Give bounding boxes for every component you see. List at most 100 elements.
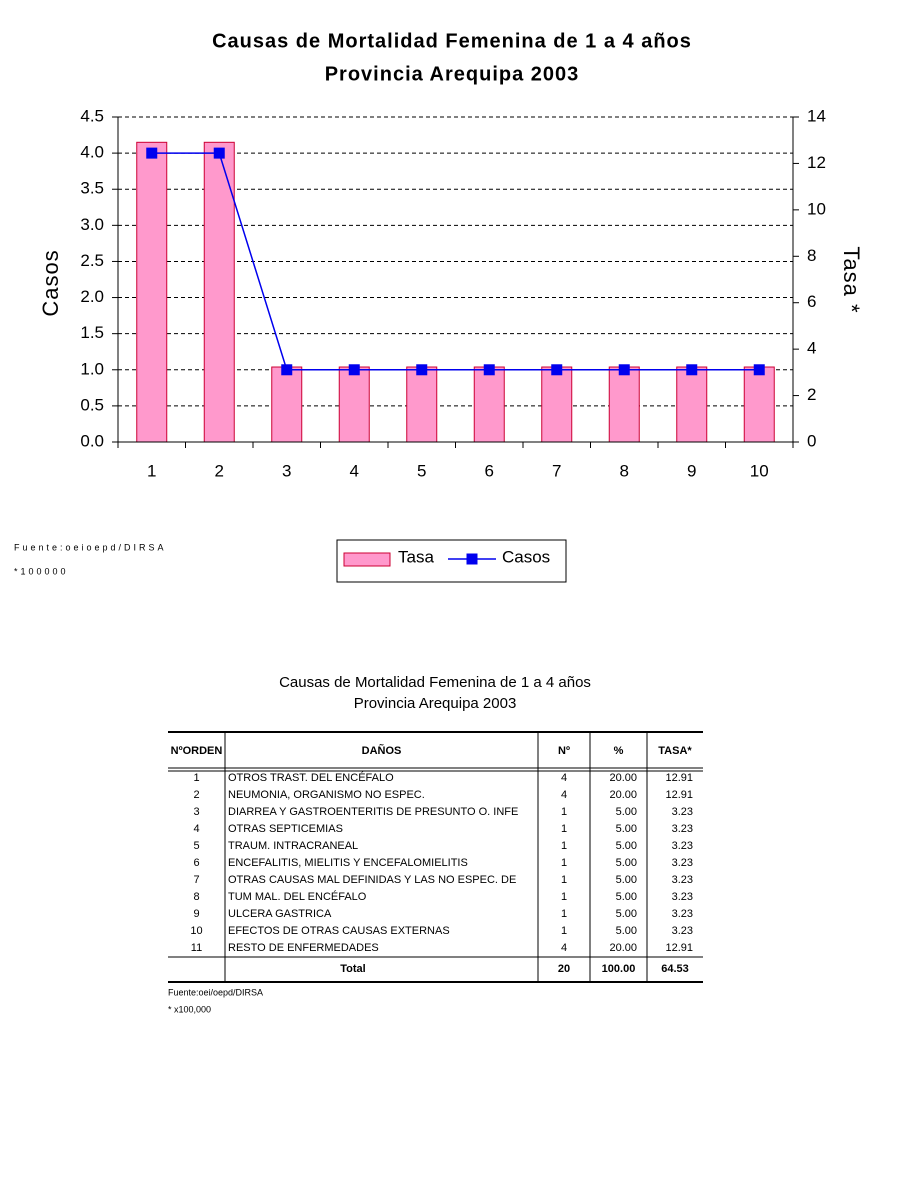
table-cell: 3.23 — [672, 840, 693, 852]
table-cell: 2 — [193, 789, 199, 801]
legend-label: Tasa — [398, 547, 434, 566]
table-cell: 1 — [561, 891, 567, 903]
y-tick-label: 3.5 — [80, 179, 104, 198]
x-tick-label: 6 — [485, 461, 494, 480]
table-header-cell: Nº — [558, 745, 570, 757]
table-total-cell: 20 — [558, 963, 570, 975]
table-cell: 1 — [561, 823, 567, 835]
chart-scale-note: *100000 — [14, 566, 69, 576]
table-cell: ULCERA GASTRICA — [228, 908, 332, 920]
table-cell: 10 — [190, 925, 202, 937]
y-tick-label: 0.0 — [80, 431, 104, 450]
y2-tick-label: 12 — [807, 153, 826, 172]
table-cell: 3 — [193, 806, 199, 818]
table-cell: 5.00 — [616, 874, 637, 886]
x-tick-label: 10 — [750, 461, 769, 480]
line-marker — [686, 364, 698, 376]
bar — [676, 366, 708, 443]
table-cell: 5.00 — [616, 891, 637, 903]
line-marker — [416, 364, 428, 376]
bar — [338, 366, 370, 443]
table-cell: 4 — [561, 789, 567, 801]
table-cell: 5.00 — [616, 840, 637, 852]
table-cell: 5 — [193, 840, 199, 852]
chart-source-note: Fuente:oeioepd/DIRSA — [14, 542, 167, 552]
table-cell: 3.23 — [672, 908, 693, 920]
y2-tick-label: 0 — [807, 431, 816, 450]
table-total-cell: 100.00 — [602, 963, 636, 975]
x-tick-label: 1 — [147, 461, 156, 480]
table-cell: 1 — [561, 908, 567, 920]
y2-tick-label: 10 — [807, 199, 826, 218]
bar — [271, 366, 303, 443]
x-tick-label: 7 — [552, 461, 561, 480]
table-cell: 1 — [561, 806, 567, 818]
table-scale-note: * x100,000 — [168, 1004, 211, 1014]
legend-swatch — [343, 552, 391, 567]
table-cell: OTRAS CAUSAS MAL DEFINIDAS Y LAS NO ESPE… — [228, 874, 516, 886]
bar — [541, 366, 573, 443]
line — [151, 152, 760, 371]
y-tick-label: 1.5 — [80, 323, 104, 342]
table-cell: 12.91 — [665, 789, 693, 801]
chart-subtitle: Provincia Arequipa 2003 — [325, 63, 580, 85]
table-source-note: Fuente:oei/oepd/DIRSA — [168, 987, 263, 997]
table-cell: 20.00 — [609, 772, 637, 784]
bar — [743, 366, 775, 443]
legend-marker — [466, 553, 478, 565]
table-cell: DIARREA Y GASTROENTERITIS DE PRESUNTO O.… — [228, 806, 518, 818]
table-cell: ENCEFALITIS, MIELITIS Y ENCEFALOMIELITIS — [228, 857, 468, 869]
table-cell: 5.00 — [616, 806, 637, 818]
table-cell: 3.23 — [672, 857, 693, 869]
table-cell: 4 — [561, 772, 567, 784]
bar — [473, 366, 505, 443]
line-marker — [281, 364, 293, 376]
x-tick-label: 4 — [350, 461, 359, 480]
table-header-cell: % — [614, 745, 624, 757]
chart-title: Causas de Mortalidad Femenina de 1 a 4 a… — [212, 30, 692, 52]
line-marker — [753, 364, 765, 376]
y-tick-label: 1.0 — [80, 359, 104, 378]
table-cell: TRAUM. INTRACRANEAL — [228, 840, 358, 852]
table-cell: 1 — [561, 925, 567, 937]
table-cell: 3.23 — [672, 925, 693, 937]
table-cell: 20.00 — [609, 789, 637, 801]
y-tick-label: 3.0 — [80, 215, 104, 234]
table-cell: 9 — [193, 908, 199, 920]
y2-tick-label: 2 — [807, 385, 816, 404]
y-tick-label: 2.5 — [80, 251, 104, 270]
x-tick-label: 3 — [282, 461, 291, 480]
x-tick-label: 2 — [215, 461, 224, 480]
table-cell: 11 — [191, 942, 202, 954]
table-total-cell: Total — [340, 963, 365, 975]
y-axis-title: Casos — [38, 249, 63, 316]
line-marker — [348, 364, 360, 376]
table-cell: 5.00 — [616, 857, 637, 869]
table-total-cell: 64.53 — [661, 963, 689, 975]
y2-tick-label: 4 — [807, 339, 816, 358]
table-header-cell: TASA* — [658, 745, 692, 757]
y-tick-label: 4.0 — [80, 143, 104, 162]
table-cell: 1 — [561, 874, 567, 886]
table-cell: 12.91 — [665, 772, 693, 784]
y2-tick-label: 6 — [807, 292, 816, 311]
table-cell: TUM MAL. DEL ENCÉFALO — [228, 890, 367, 903]
y-tick-label: 4.5 — [80, 106, 104, 125]
table-cell: 1 — [561, 857, 567, 869]
y-tick-label: 2.0 — [80, 287, 104, 306]
table-title: Causas de Mortalidad Femenina de 1 a 4 a… — [279, 674, 591, 691]
table-header-cell: NºORDEN — [171, 745, 223, 757]
table-cell: 5.00 — [616, 823, 637, 835]
table-cell: 6 — [193, 857, 199, 869]
table-cell: OTRAS SEPTICEMIAS — [228, 823, 343, 835]
table-cell: 4 — [561, 942, 567, 954]
table-cell: 5.00 — [616, 908, 637, 920]
table-cell: OTROS TRAST. DEL ENCÉFALO — [228, 771, 394, 784]
x-tick-label: 9 — [687, 461, 696, 480]
bar — [608, 366, 640, 443]
y-tick-label: 0.5 — [80, 395, 104, 414]
bar — [406, 366, 438, 443]
table-cell: 3.23 — [672, 823, 693, 835]
y2-tick-label: 14 — [807, 106, 826, 125]
